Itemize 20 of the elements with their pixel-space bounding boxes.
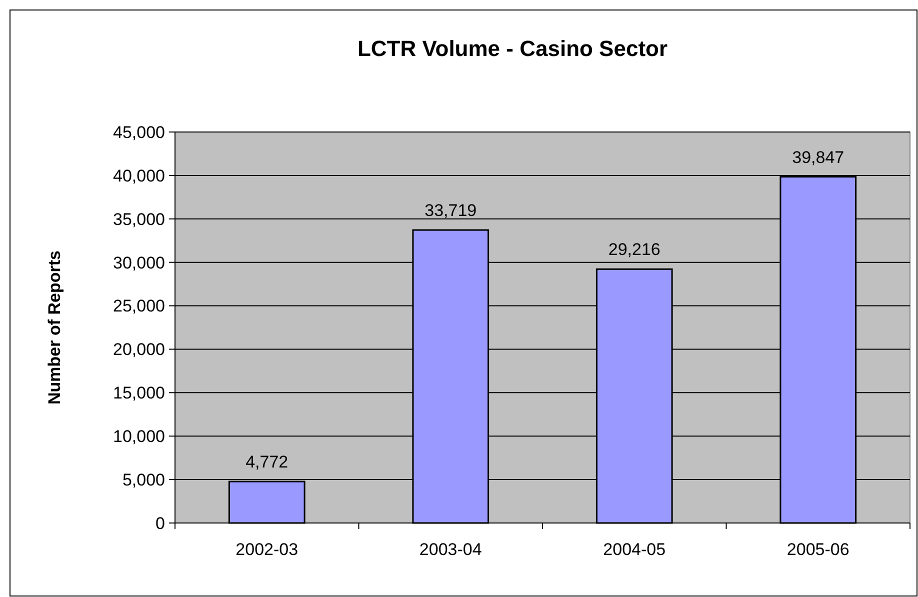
y-tick-label: 45,000 [113,122,165,142]
data-label: 29,216 [608,240,660,260]
x-tick-label: 2005-06 [786,540,850,559]
data-label: 33,719 [424,201,477,220]
y-tick-label: 40,000 [113,166,165,186]
x-tick-label: 2003-04 [419,540,482,559]
data-label: 39,847 [792,148,844,167]
y-tick-label: 5,000 [122,470,165,490]
y-tick-label: 35,000 [113,210,165,229]
y-tick-label: 30,000 [113,253,165,272]
x-tick-label: 2004-05 [603,540,666,559]
x-tick-label: 2002-03 [236,540,298,559]
y-tick-label: 20,000 [113,340,165,360]
y-axis-title: Number of Reports [45,250,64,404]
y-tick-label: 10,000 [113,427,165,446]
y-tick-label: 0 [156,514,165,533]
data-label: 4,772 [246,452,288,472]
y-tick-label: 25,000 [113,296,165,316]
y-tick-label: 15,000 [113,384,165,403]
chart-title: LCTR Volume - Casino Sector [357,36,668,61]
